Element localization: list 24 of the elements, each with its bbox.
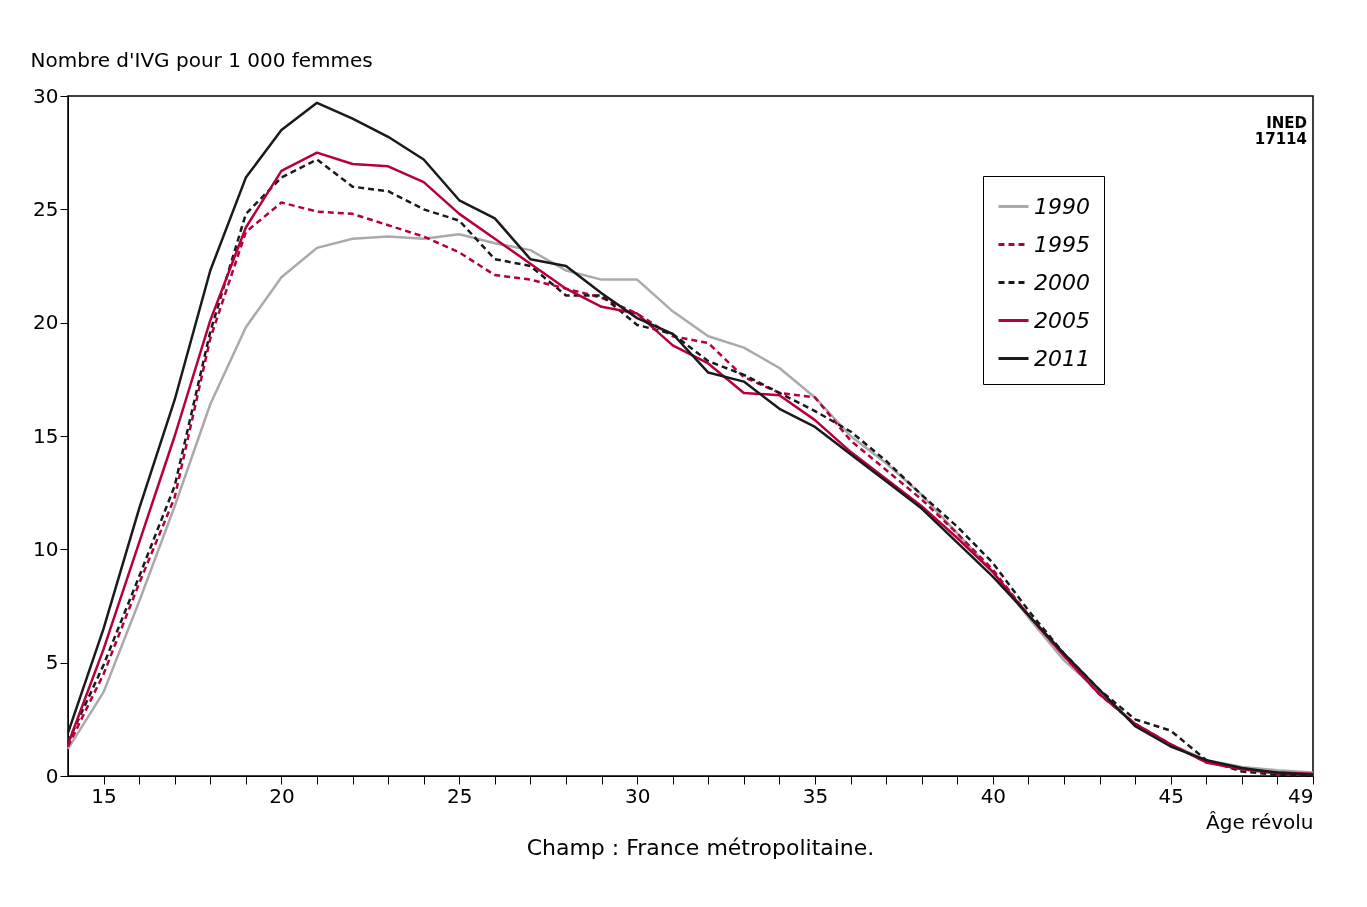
- x-tick-label: 49: [1288, 783, 1314, 808]
- y-tick-label: 15: [33, 423, 59, 448]
- y-tick-label: 10: [33, 536, 59, 561]
- x-tick-label: 40: [980, 783, 1007, 808]
- y-tick-label: 5: [45, 650, 59, 675]
- legend-label: 2005: [1034, 307, 1090, 333]
- x-tick-label: 35: [802, 783, 829, 808]
- legend-label: 2000: [1034, 269, 1090, 295]
- x-tick-label: 45: [1158, 783, 1184, 808]
- legend-label: 1995: [1034, 231, 1090, 257]
- y-tick-label: 30: [33, 83, 59, 108]
- legend-label: 2011: [1034, 345, 1090, 371]
- y-axis-title: Nombre d'IVG pour 1 000 femmes: [30, 47, 373, 72]
- x-tick-label: 15: [91, 783, 117, 808]
- annotation: INED 17114: [1254, 114, 1307, 148]
- text: Champ : France métropolitaine.: [526, 835, 875, 860]
- x-axis-title: Âge révolu: [1206, 809, 1314, 834]
- y-tick-label: 0: [45, 763, 59, 788]
- y-tick-label: 25: [33, 196, 59, 221]
- x-tick-label: 25: [447, 783, 473, 808]
- x-tick-label: 30: [624, 783, 651, 808]
- x-tick-label: 20: [269, 783, 295, 808]
- legend-label: 1990: [1034, 193, 1090, 219]
- y-tick-label: 20: [33, 310, 59, 335]
